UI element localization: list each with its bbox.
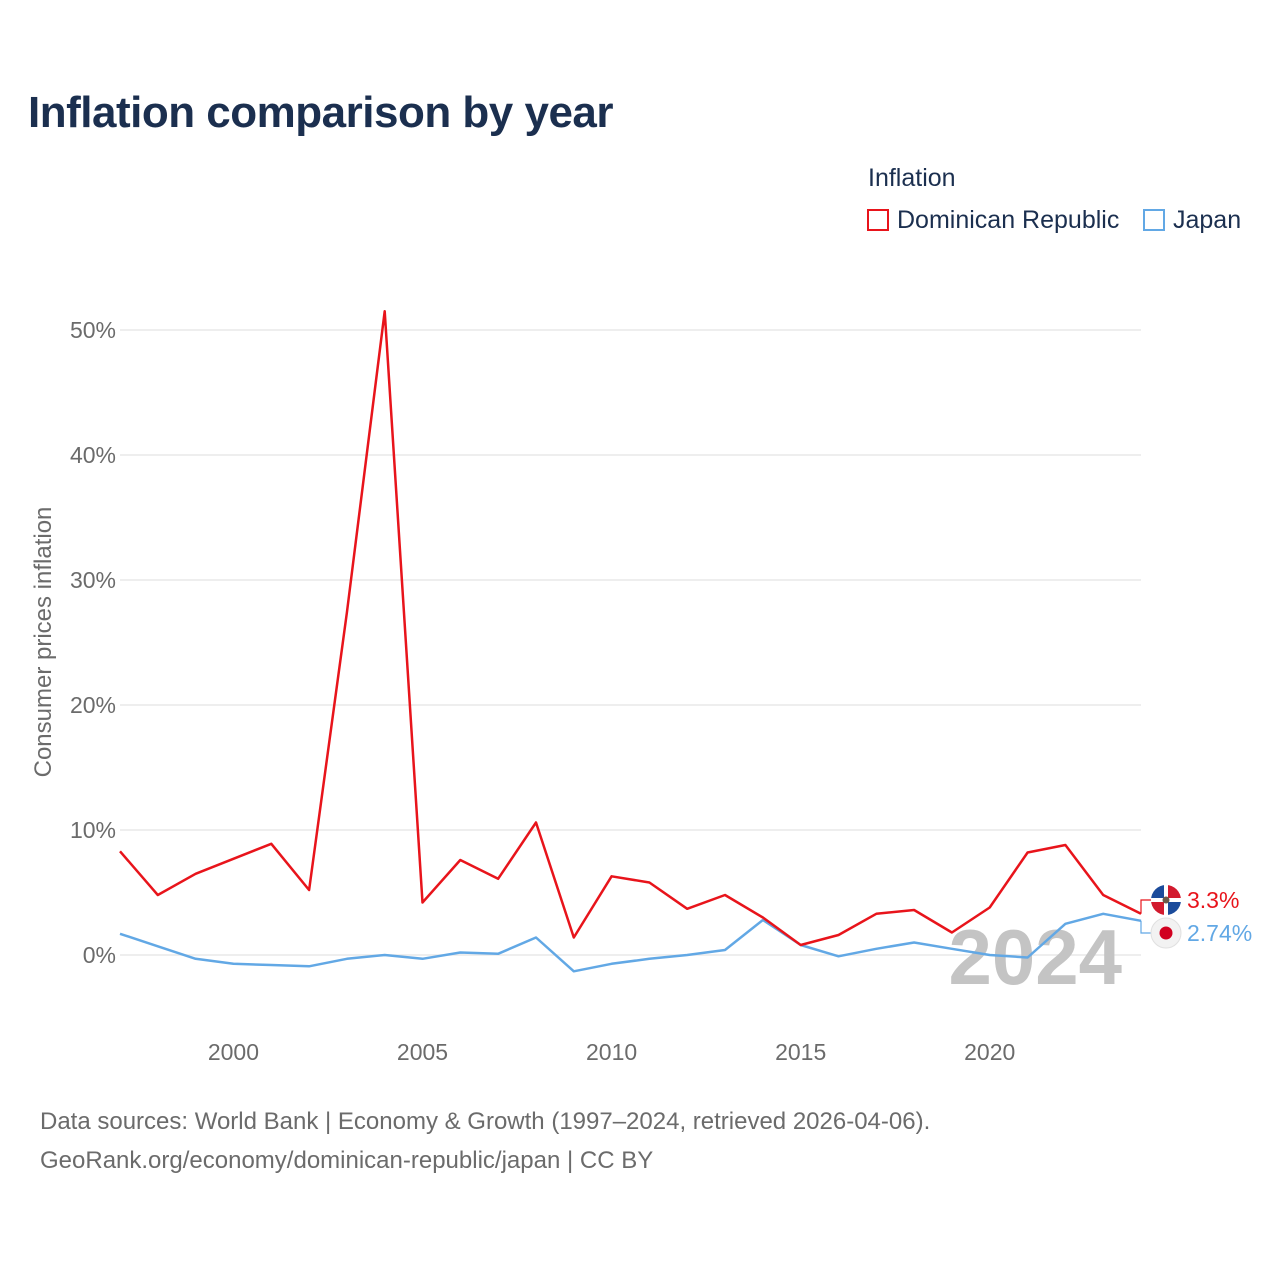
chart-title: Inflation comparison by year [28, 88, 614, 137]
x-tick-label: 2005 [397, 1039, 448, 1065]
series-end-labels: 3.3% 2.74% [1140, 885, 1252, 949]
y-tick-label: 50% [70, 317, 116, 343]
y-tick-label: 30% [70, 567, 116, 593]
y-tick-label: 20% [70, 692, 116, 718]
series-layer [119, 310, 1142, 973]
x-tick-label: 2020 [964, 1039, 1015, 1065]
flag-disc [1159, 926, 1173, 940]
year-watermark: 2024 [948, 913, 1122, 1001]
series-line-dominican-republic [119, 310, 1142, 947]
x-tick-label: 2000 [208, 1039, 259, 1065]
series-line-japan [119, 912, 1142, 973]
y-tick-label: 10% [70, 817, 116, 843]
legend-item-japan[interactable]: Japan [1143, 206, 1241, 234]
leader-line-japan [1140, 920, 1151, 934]
leader-line-dominican-republic [1140, 899, 1151, 914]
legend-swatch-dominican-republic [867, 209, 889, 231]
legend-swatch-japan [1143, 209, 1165, 231]
flag-emblem [1162, 896, 1170, 904]
legend-title: Inflation [868, 164, 956, 192]
legend-item-dominican-republic[interactable]: Dominican Republic [867, 206, 1119, 234]
legend-label-dominican-republic: Dominican Republic [897, 205, 1120, 234]
end-value-label-japan: 2.74% [1187, 920, 1252, 946]
japan-flag-icon [1150, 917, 1182, 949]
x-axis: 2000 2005 2010 2015 2020 [208, 1039, 1015, 1065]
line-chart: 0% 10% 20% 30% 40% 50% 2000 2005 2010 2015 2020 2… [30, 310, 1252, 1065]
y-axis-title: Consumer prices inflation [30, 507, 57, 778]
x-tick-label: 2010 [586, 1039, 637, 1065]
flag-quarter-red [1151, 900, 1166, 915]
end-value-label-dominican-republic: 3.3% [1187, 887, 1239, 913]
data-source-note: Data sources: World Bank | Economy & Gro… [40, 1108, 931, 1135]
legend-label-japan: Japan [1173, 205, 1242, 234]
credit-link[interactable]: GeoRank.org/economy/dominican-republic/j… [40, 1147, 654, 1174]
flag-quarter-red [1166, 885, 1181, 900]
x-tick-label: 2015 [775, 1039, 826, 1065]
y-axis: 0% 10% 20% 30% 40% 50% [70, 317, 116, 968]
y-tick-label: 40% [70, 442, 116, 468]
dominican-republic-flag-icon [1151, 885, 1181, 915]
grid-layer [120, 329, 1141, 956]
flag-quarter-blue [1166, 900, 1181, 915]
flag-quarter-blue [1151, 885, 1166, 900]
y-tick-label: 0% [83, 942, 116, 968]
